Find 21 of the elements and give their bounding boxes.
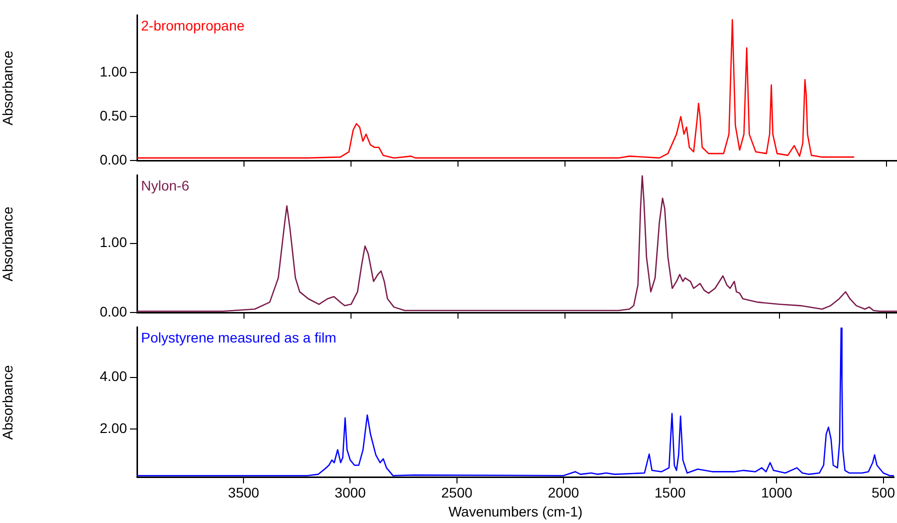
x-axis-title: Wavenumbers (cm-1) — [448, 503, 583, 520]
x-tick-label: 1000 — [761, 484, 792, 501]
x-tick-label: 2500 — [441, 484, 473, 501]
y-tick-label: 0.50 — [100, 107, 128, 124]
text: 2-bromopropane — [141, 17, 245, 34]
x-tick-label: 2000 — [548, 484, 580, 501]
x-tick-label: 3500 — [228, 484, 260, 501]
x-tick-label: 1500 — [654, 484, 686, 501]
y-tick-label: 0.00 — [100, 303, 128, 320]
y-tick-label: 1.00 — [100, 234, 128, 250]
y-axis-title: Absorbance — [0, 364, 16, 440]
y-axis-title: Absorbance — [0, 206, 16, 282]
text: Polystyrene measured as a film — [141, 329, 336, 346]
y-tick-label: 4.00 — [100, 368, 128, 384]
text: Nylon-6 — [141, 177, 190, 194]
x-tick-label: 3000 — [334, 484, 366, 501]
x-tick-label: 500 — [872, 484, 896, 501]
y-tick-label: 1.00 — [100, 63, 128, 80]
y-tick-label: 2.00 — [100, 420, 128, 436]
y-tick-label: 0.00 — [100, 151, 128, 168]
y-axis-title: Absorbance — [0, 50, 16, 126]
